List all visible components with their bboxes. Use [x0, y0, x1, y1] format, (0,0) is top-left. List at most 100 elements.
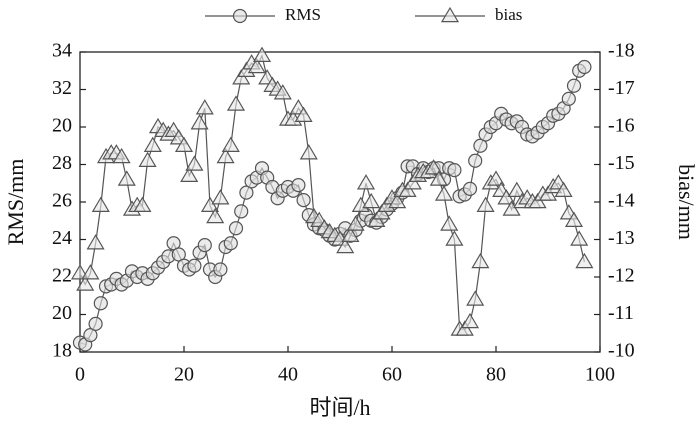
- y2-tick-label: -13: [608, 227, 635, 249]
- y-tick-label: 34: [52, 40, 72, 62]
- x-axis-label: 时间/h: [309, 395, 370, 420]
- triangle-marker: [502, 200, 521, 216]
- x-tick-label: 60: [382, 364, 402, 386]
- x-tick-label: 40: [278, 364, 298, 386]
- y-tick-label: 22: [52, 265, 72, 287]
- x-tick-label: 100: [585, 364, 615, 386]
- triangle-marker: [91, 196, 110, 212]
- triangle-marker: [81, 264, 100, 280]
- triangle-marker: [388, 192, 407, 209]
- triangle-marker: [445, 230, 464, 246]
- triangle-marker: [232, 69, 251, 85]
- triangle-marker: [575, 252, 594, 269]
- y2-tick-label: -12: [608, 265, 635, 287]
- triangle-marker: [440, 6, 460, 23]
- triangle-marker: [112, 147, 131, 164]
- triangle-marker: [341, 226, 360, 242]
- circle-marker: [232, 8, 248, 24]
- y-tick-label: 20: [52, 302, 72, 324]
- triangle-marker: [455, 320, 474, 336]
- triangle-marker: [486, 170, 506, 186]
- y2-tick-label: -15: [608, 152, 635, 174]
- triangle-marker: [174, 136, 194, 152]
- y2-axis-label: bias/mm: [674, 164, 699, 240]
- circle-marker: [462, 181, 478, 196]
- triangle-marker: [434, 185, 454, 201]
- circle-marker: [577, 59, 592, 75]
- legend-label: bias: [495, 5, 522, 24]
- y2-tick-label: -16: [608, 115, 635, 137]
- triangle-marker: [554, 181, 573, 197]
- triangle-marker: [273, 84, 292, 100]
- triangle-marker: [294, 106, 313, 122]
- triangle-marker: [466, 290, 485, 306]
- x-tick-label: 20: [174, 364, 194, 386]
- y2-tick-label: -11: [608, 302, 634, 324]
- y2-tick-label: -18: [608, 40, 635, 62]
- triangle-marker: [133, 196, 152, 212]
- y-tick-label: 20: [52, 115, 72, 137]
- triangle-marker: [471, 252, 490, 269]
- circle-marker: [447, 163, 462, 178]
- circle-marker: [187, 258, 202, 273]
- legend-label: RMS: [285, 5, 321, 24]
- x-tick-label: 0: [75, 364, 85, 386]
- circle-marker: [88, 316, 103, 331]
- triangle-marker: [356, 174, 376, 190]
- circle-marker: [291, 178, 306, 193]
- triangle-marker: [299, 144, 318, 160]
- triangle-marker: [206, 207, 225, 224]
- triangle-marker: [143, 136, 162, 152]
- circle-marker: [468, 153, 483, 168]
- circle-marker: [223, 236, 238, 251]
- y2-tick-label: -10: [608, 340, 635, 362]
- triangle-marker: [346, 215, 365, 231]
- y2-tick-label: -17: [608, 77, 635, 99]
- y-tick-label: 26: [52, 190, 72, 212]
- triangle-marker: [211, 189, 230, 205]
- triangle-marker: [429, 170, 448, 186]
- triangle-marker: [185, 155, 204, 171]
- triangle-marker: [440, 215, 459, 231]
- circle-marker: [296, 193, 311, 208]
- circle-marker: [93, 296, 108, 311]
- triangle-marker: [424, 159, 443, 175]
- triangle-marker: [226, 95, 246, 111]
- triangle-marker: [190, 114, 209, 130]
- triangle-marker: [200, 196, 220, 212]
- triangle-marker: [138, 151, 157, 167]
- circle-marker: [197, 238, 212, 253]
- triangle-marker: [362, 192, 381, 209]
- triangle-marker: [564, 211, 584, 227]
- triangle-marker: [117, 170, 136, 186]
- triangle-marker: [403, 174, 422, 190]
- triangle-marker: [398, 181, 417, 197]
- triangle-marker: [528, 192, 547, 209]
- triangle-marker: [336, 237, 355, 254]
- series-line: [79, 53, 585, 331]
- y-tick-label: 28: [52, 152, 72, 174]
- circle-marker: [234, 204, 249, 219]
- circle-marker: [561, 91, 576, 106]
- y-axis-label: RMS/mm: [3, 159, 28, 246]
- y2-tick-label: -14: [608, 190, 635, 212]
- y-tick-label: 24: [52, 227, 72, 249]
- triangle-marker: [497, 189, 516, 205]
- x-tick-label: 80: [486, 364, 506, 386]
- circle-marker: [228, 221, 244, 236]
- triangle-marker: [86, 234, 105, 250]
- triangle-marker: [367, 211, 386, 227]
- y-tick-label: 32: [52, 77, 72, 99]
- triangle-marker: [476, 196, 495, 212]
- triangle-marker: [247, 57, 266, 74]
- triangle-marker: [538, 185, 558, 201]
- circle-marker: [566, 78, 582, 93]
- triangle-marker: [180, 166, 199, 182]
- triangle-marker: [372, 204, 391, 220]
- triangle-marker: [460, 312, 480, 329]
- triangle-marker: [216, 147, 235, 164]
- triangle-marker: [252, 46, 272, 62]
- triangle-marker: [76, 275, 95, 291]
- y-tick-label: 18: [52, 340, 72, 362]
